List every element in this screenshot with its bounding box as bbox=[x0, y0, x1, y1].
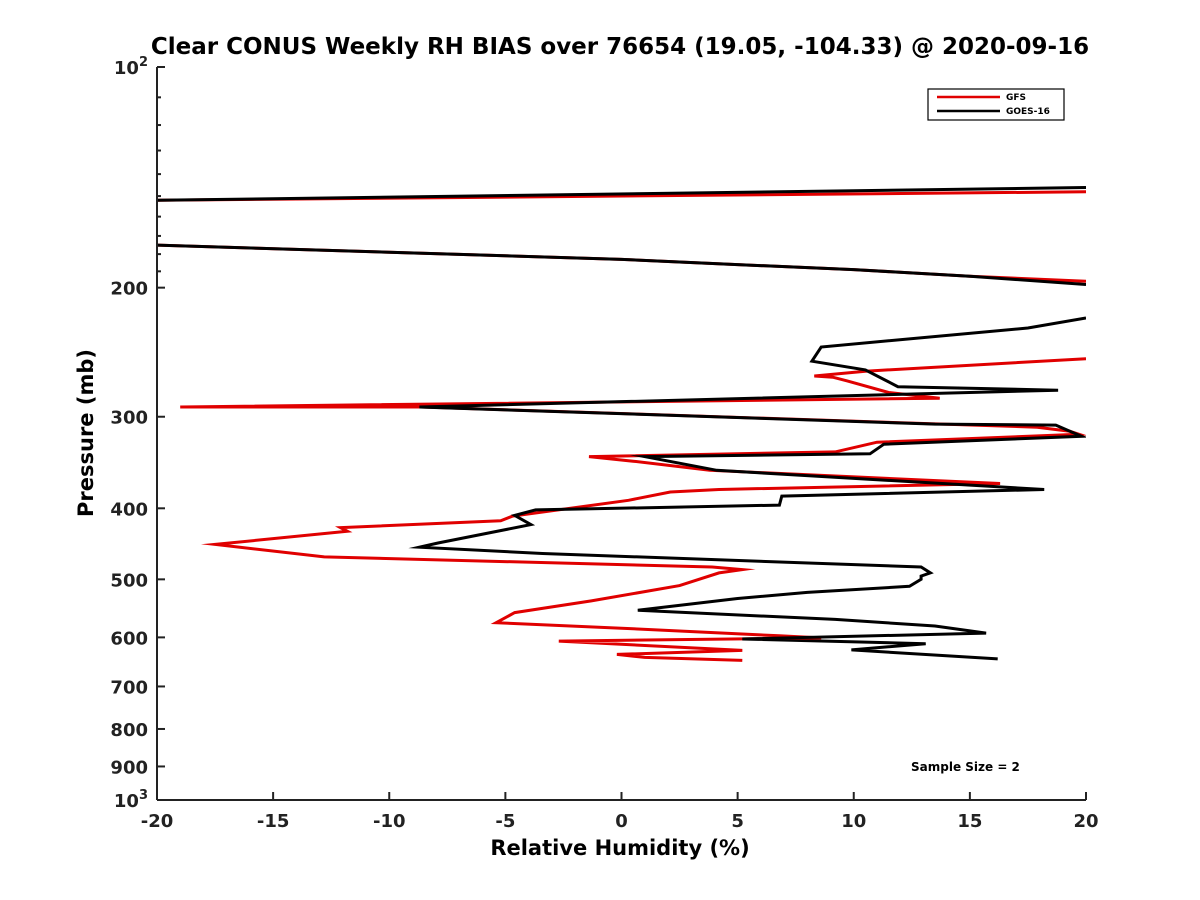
x-tick-label: 20 bbox=[1073, 811, 1098, 832]
series-goes16-line-1 bbox=[157, 186, 1086, 202]
y-tick-label: 102 bbox=[114, 55, 148, 79]
series-layer bbox=[157, 186, 1086, 662]
series-goes16-line-3 bbox=[408, 316, 1086, 661]
y-tick-label: 600 bbox=[110, 628, 148, 649]
y-tick-label: 300 bbox=[110, 408, 148, 429]
x-tick-label: -10 bbox=[373, 811, 406, 832]
x-tick-label: -5 bbox=[495, 811, 515, 832]
sample-size-annotation: Sample Size = 2 bbox=[911, 760, 1020, 774]
legend-label-goes16: GOES-16 bbox=[1006, 107, 1050, 117]
y-tick-label: 800 bbox=[110, 720, 148, 741]
y-tick-label: 500 bbox=[110, 570, 148, 591]
y-tick-label: 200 bbox=[110, 279, 148, 300]
x-tick-label: 10 bbox=[841, 811, 866, 832]
y-axis-label: Pressure (mb) bbox=[74, 349, 98, 517]
x-tick-label: 5 bbox=[731, 811, 744, 832]
x-tick-label: 15 bbox=[957, 811, 982, 832]
legend-label-gfs: GFS bbox=[1006, 93, 1026, 103]
axes-layer: -20 -15 -10 -5 0 5 10 15 20 102 200 300 400 500 600 700… bbox=[110, 55, 1098, 832]
chart-title: Clear CONUS Weekly RH BIAS over 76654 (1… bbox=[151, 34, 1089, 60]
legend-box bbox=[927, 88, 1065, 121]
x-tick-label: -20 bbox=[141, 811, 174, 832]
y-tick-label: 900 bbox=[110, 757, 148, 778]
series-goes16-line-2 bbox=[157, 243, 1086, 286]
x-tick-label: -15 bbox=[257, 811, 290, 832]
legend: GFS GOES-16 bbox=[927, 88, 1065, 121]
y-tick-label: 700 bbox=[110, 677, 148, 698]
x-axis-label: Relative Humidity (%) bbox=[490, 836, 749, 860]
x-tick-label: 0 bbox=[615, 811, 628, 832]
y-tick-label: 103 bbox=[114, 788, 148, 812]
y-tick-label: 400 bbox=[110, 499, 148, 520]
